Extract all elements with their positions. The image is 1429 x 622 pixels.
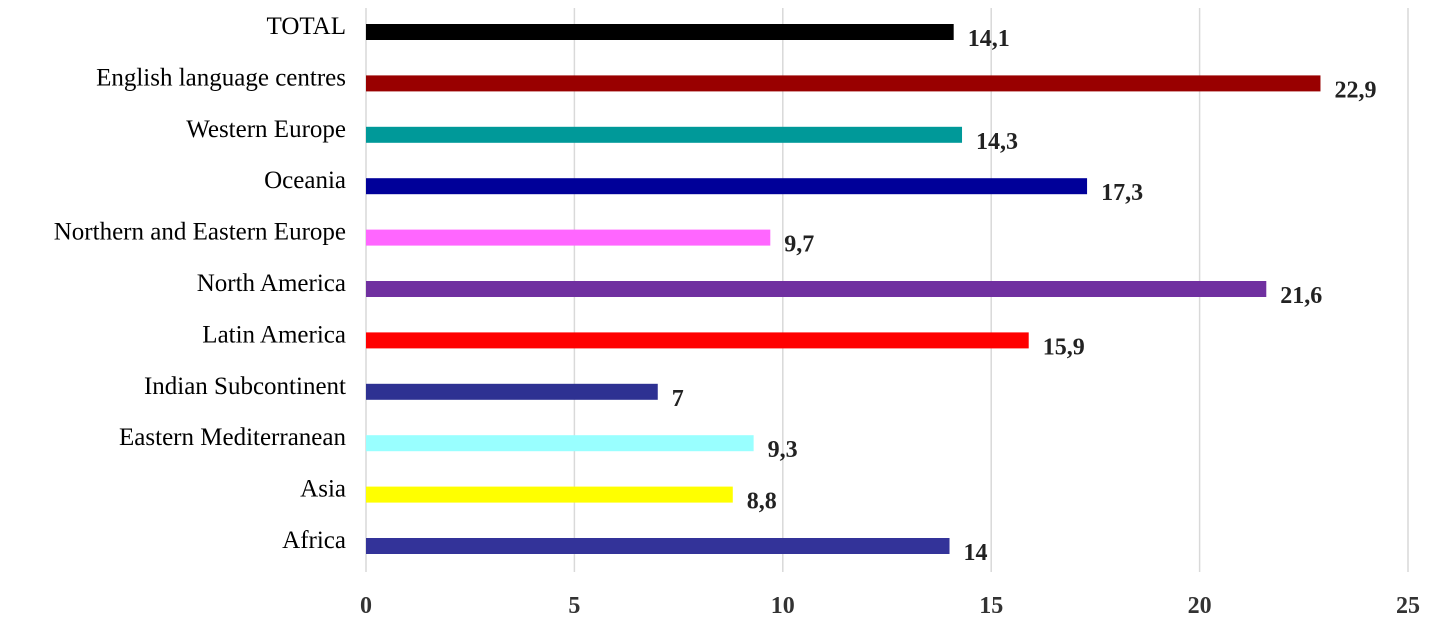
x-tick-label-25: 25 [1396,593,1420,619]
x-tick-label-20: 20 [1188,593,1212,619]
value-label-oceania: 17,3 [1101,180,1143,206]
bar-latin-america [366,332,1029,349]
value-label-northern-and-eastern-europe: 9,7 [784,232,814,258]
bar-western-europe [366,126,963,143]
value-label-latin-america: 15,9 [1043,334,1085,360]
bar-english-language-centres [366,75,1321,92]
category-label-africa: Africa [282,527,346,554]
category-label-north-america: North America [197,270,346,297]
category-label-english-language-centres: English language centres [96,64,346,91]
value-label-indian-subcontinent: 7 [672,386,684,412]
bar-oceania [366,178,1088,195]
category-label-oceania: Oceania [264,167,346,194]
bars [366,24,1321,554]
bar-eastern-mediterranean [366,435,754,452]
bar-africa [366,538,950,554]
x-tick-label-5: 5 [568,593,580,619]
category-label-northern-and-eastern-europe: Northern and Eastern Europe [54,219,346,246]
bar-northern-and-eastern-europe [366,229,771,246]
x-axis-ticks: 0 5 10 15 20 25 [360,593,1420,619]
category-labels: TOTAL English language centres Western Eur… [54,13,347,554]
value-label-western-europe: 14,3 [976,129,1018,155]
value-label-total: 14,1 [968,26,1010,52]
value-label-english-language-centres: 22,9 [1334,77,1376,103]
category-label-total: TOTAL [267,13,346,40]
x-tick-label-0: 0 [360,593,372,619]
value-label-asia: 8,8 [747,489,777,515]
bar-north-america [366,281,1267,297]
bar-total [366,24,954,40]
category-label-latin-america: Latin America [202,321,346,348]
category-label-asia: Asia [300,476,346,503]
x-tick-label-10: 10 [771,593,795,619]
value-label-north-america: 21,6 [1280,283,1322,309]
value-label-eastern-mediterranean: 9,3 [768,437,798,463]
value-labels: 14,1 22,9 14,3 17,3 9,7 21,6 15,9 7 9,3 8,8 14 [672,26,1377,566]
category-label-western-europe: Western Europe [186,116,346,143]
bar-indian-subcontinent [366,383,658,400]
category-label-indian-subcontinent: Indian Subcontinent [144,373,346,400]
category-label-eastern-mediterranean: Eastern Mediterranean [119,424,346,451]
bar-asia [366,486,733,503]
x-tick-label-15: 15 [979,593,1003,619]
value-label-africa: 14 [964,540,988,566]
